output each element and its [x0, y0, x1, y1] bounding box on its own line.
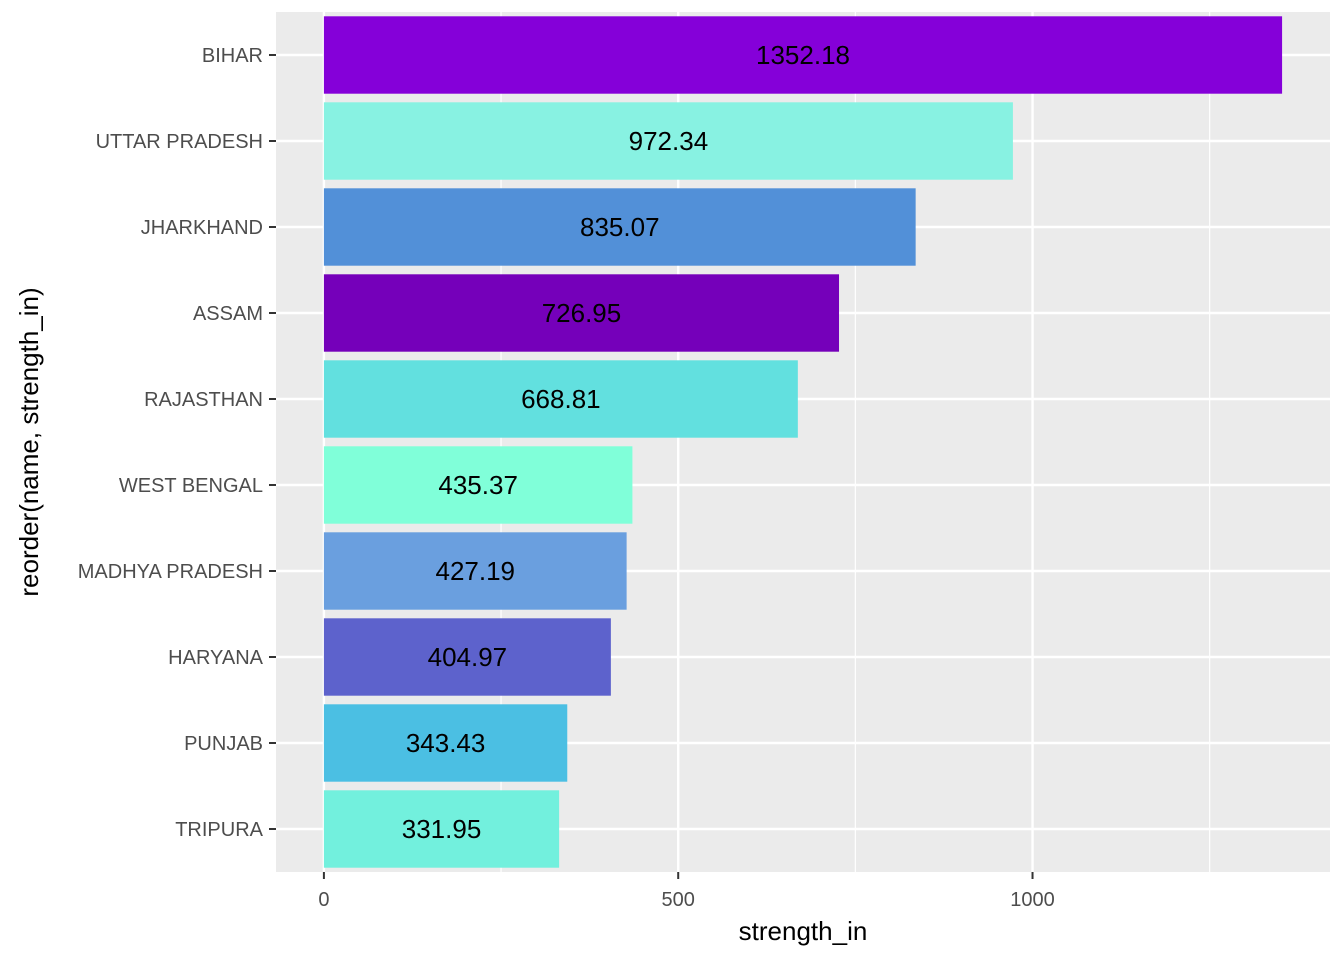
x-axis: 0 500 1000 [318, 872, 1055, 911]
bar-value-label: 427.19 [435, 556, 515, 586]
y-tick-label: BIHAR [202, 45, 263, 67]
y-tick-label: UTTAR PRADESH [96, 131, 263, 153]
bar-value-labels: 1352.18 972.34 835.07 726.95 668.81 435.37 427… [402, 40, 850, 844]
x-axis-title: strength_in [739, 916, 868, 946]
bars [323, 16, 1283, 868]
y-tick-label: JHARKHAND [141, 217, 263, 239]
bar [323, 188, 916, 266]
y-axis-title: reorder(name, strength_in) [14, 287, 44, 596]
bar-value-label: 331.95 [402, 814, 482, 844]
x-tick-label: 0 [318, 889, 329, 911]
y-tick-label: MADHYA PRADESH [78, 561, 263, 583]
bar [323, 360, 798, 438]
bar-value-label: 435.37 [438, 470, 518, 500]
bar [323, 102, 1013, 180]
bar-value-label: 1352.18 [756, 40, 850, 70]
y-tick-label: HARYANA [168, 647, 264, 669]
bar-value-label: 343.43 [406, 728, 486, 758]
y-tick-label: PUNJAB [184, 733, 263, 755]
bar-value-label: 835.07 [580, 212, 660, 242]
x-tick-label: 1000 [1010, 889, 1055, 911]
bar [323, 532, 627, 610]
y-tick-label: TRIPURA [175, 819, 263, 841]
bar [323, 790, 560, 868]
y-tick-label: ASSAM [193, 303, 263, 325]
bar-value-label: 404.97 [428, 642, 508, 672]
bar [323, 16, 1283, 94]
bar-value-label: 972.34 [629, 126, 709, 156]
x-tick-label: 500 [662, 889, 695, 911]
y-tick-label: WEST BENGAL [119, 475, 263, 497]
bar [323, 618, 611, 696]
bar-value-label: 726.95 [542, 298, 622, 328]
bar [323, 446, 633, 524]
y-axis: BIHAR UTTAR PRADESH JHARKHAND ASSAM RAJASTHA… [78, 45, 276, 841]
bar-value-label: 668.81 [521, 384, 601, 414]
bar [323, 704, 568, 782]
y-tick-label: RAJASTHAN [144, 389, 263, 411]
bar [323, 274, 840, 352]
